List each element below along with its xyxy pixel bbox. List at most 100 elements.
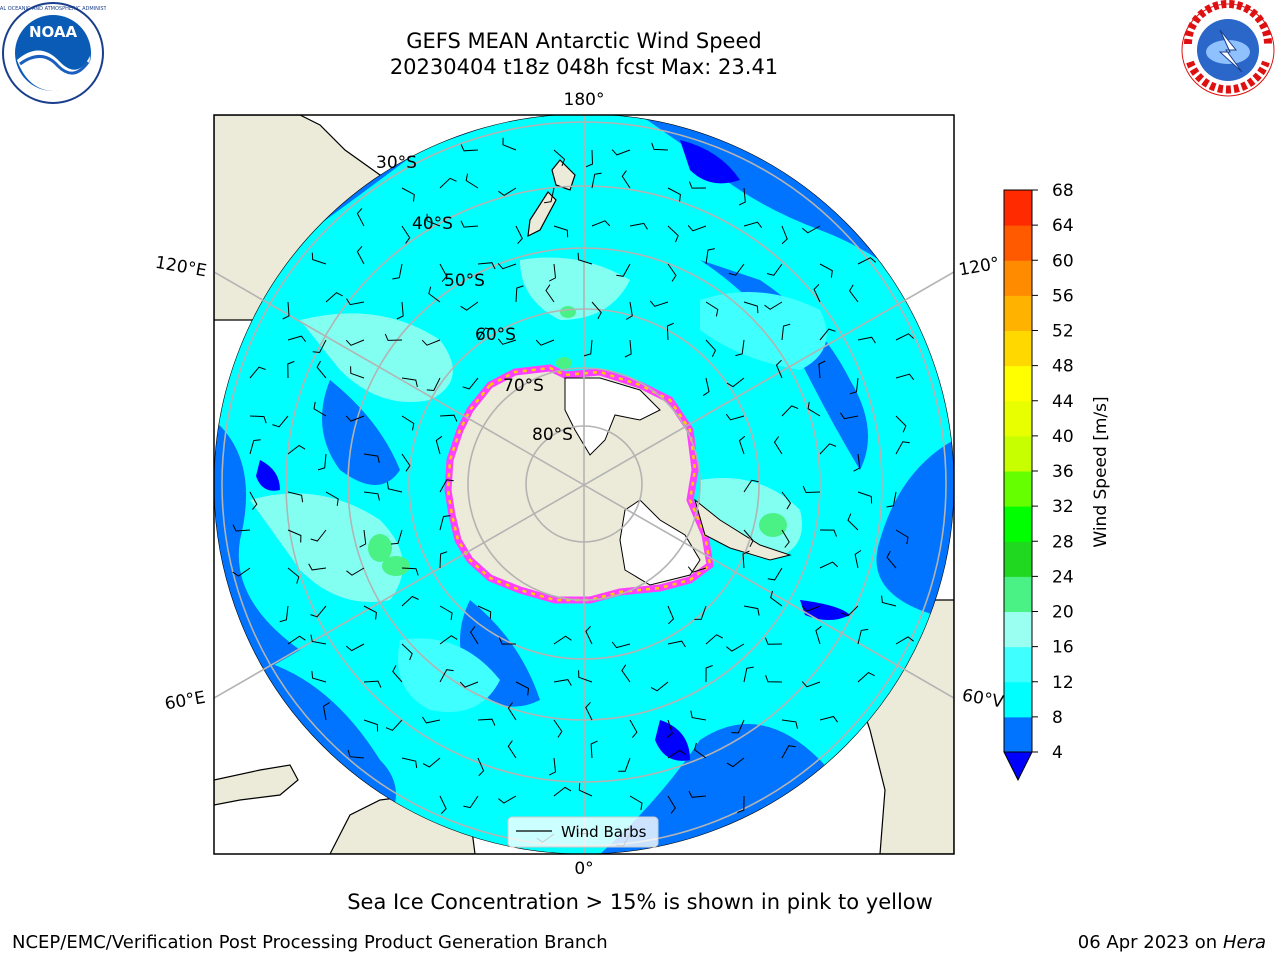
- wind-barb: [356, 245, 365, 265]
- colorbar-tick-label: 32: [1052, 497, 1074, 517]
- wind-barb: [312, 339, 327, 354]
- wind-barb: [848, 284, 859, 303]
- wind-barb: [819, 443, 837, 455]
- wind-barb: [311, 671, 327, 683]
- lon-label-60e: 60°E: [163, 688, 207, 715]
- lat-label-80s: 80°S: [532, 425, 573, 445]
- wind-barb: [363, 680, 382, 688]
- wind-barb: [621, 170, 631, 189]
- wind-barb: [465, 173, 479, 189]
- wind-barb: [895, 441, 910, 455]
- colorbar-tick-label: 28: [1052, 532, 1074, 552]
- wind-barb: [857, 628, 869, 645]
- wind-barb: [578, 783, 593, 797]
- wind-barb: [819, 328, 836, 341]
- wind-barb: [781, 225, 788, 245]
- wind-barb: [735, 339, 745, 357]
- wind-barb: [310, 605, 327, 618]
- colorbar-swatch: [1004, 330, 1032, 367]
- wind-barb: [363, 719, 379, 732]
- wind-barb: [439, 605, 453, 620]
- wind-barbs: [232, 137, 915, 847]
- svg-text:NOAA: NOAA: [29, 23, 78, 41]
- credit-date: 06 Apr 2023 on Hera: [1078, 932, 1266, 953]
- wind-barb: [497, 338, 517, 345]
- wind-barb: [515, 681, 530, 696]
- wind-barb: [725, 413, 745, 421]
- wind-barb: [726, 377, 745, 388]
- wind-barb: [544, 187, 555, 204]
- forecast-subtitle: 20230404 t18z 048h fcst Max: 23.41: [389, 55, 779, 79]
- wind-barb: [401, 595, 419, 607]
- wind-barb: [577, 252, 593, 265]
- legend-label: Wind Barbs: [561, 823, 647, 841]
- noaa-logo: NOAA NATIONAL OCEANIC AND ATMOSPHERIC AD…: [0, 2, 106, 104]
- wind-barb: [585, 149, 594, 168]
- credit-date-text: 06 Apr 2023 on: [1077, 932, 1223, 953]
- wind-barb: [585, 701, 593, 721]
- wind-barb: [498, 637, 517, 645]
- wind-barb: [886, 491, 897, 508]
- wind-barb: [666, 719, 673, 739]
- colorbar-swatch: [1004, 190, 1032, 226]
- colorbar-swatch: [1004, 611, 1032, 648]
- wind-barb: [549, 757, 557, 776]
- wind-barb: [498, 795, 517, 804]
- wind-barb: [311, 252, 327, 265]
- wind-barb: [666, 322, 675, 341]
- colorbar-tick-label: 64: [1052, 216, 1074, 236]
- wind-barb: [847, 513, 859, 531]
- wind-barb: [350, 366, 365, 379]
- wind-barb: [249, 366, 266, 379]
- wind-barb: [515, 225, 523, 245]
- wind-barb: [477, 757, 485, 777]
- wind-barb: [515, 285, 524, 303]
- wind-barb: [743, 605, 760, 616]
- wind-barb: [801, 605, 821, 612]
- wind-barb: [728, 263, 745, 276]
- wind-barb: [325, 292, 343, 303]
- lon-label-120e: 120°E: [154, 253, 208, 282]
- wind-barb: [802, 485, 821, 494]
- wind-barb: [401, 225, 411, 244]
- wind-barb: [385, 719, 403, 731]
- wind-barb: [317, 453, 327, 471]
- wind-barb: [629, 222, 648, 230]
- wind-barb: [363, 605, 377, 620]
- credit-branch: NCEP/EMC/Verification Post Processing Pr…: [12, 932, 608, 953]
- wind-barb: [611, 149, 631, 156]
- lat-label-60s: 60°S: [475, 325, 516, 345]
- wind-barb: [773, 436, 783, 455]
- wind-barb: [781, 491, 792, 510]
- wind-barb: [781, 529, 790, 548]
- wind-barb: [401, 567, 419, 576]
- wind-barb: [742, 550, 750, 569]
- wind-barb: [439, 479, 454, 493]
- wind-barb: [667, 640, 686, 648]
- lon-label-180: 180°: [564, 90, 605, 110]
- wind-barb: [819, 561, 839, 569]
- wind-barb: [421, 339, 441, 346]
- wind-barb: [618, 757, 631, 772]
- wind-barb: [507, 702, 517, 721]
- wind-barb: [815, 625, 822, 645]
- wind-barb: [463, 795, 479, 809]
- wind-barb: [401, 643, 413, 661]
- wind-barb: [310, 529, 327, 542]
- wind-barb: [764, 301, 783, 310]
- wind-barb: [426, 377, 441, 392]
- wind-barb: [502, 137, 517, 151]
- wind-barb: [287, 491, 304, 503]
- wind-barb: [895, 373, 915, 381]
- wind-barb: [590, 740, 598, 759]
- wind-barb: [857, 672, 875, 683]
- wind-barb: [392, 263, 403, 280]
- wind-barb: [346, 567, 365, 576]
- wind-barb: [849, 377, 859, 395]
- colorbar-tick-label: 4: [1052, 743, 1063, 763]
- wind-barb: [477, 327, 493, 341]
- wind-barb: [765, 675, 783, 683]
- wind-barb: [287, 567, 300, 584]
